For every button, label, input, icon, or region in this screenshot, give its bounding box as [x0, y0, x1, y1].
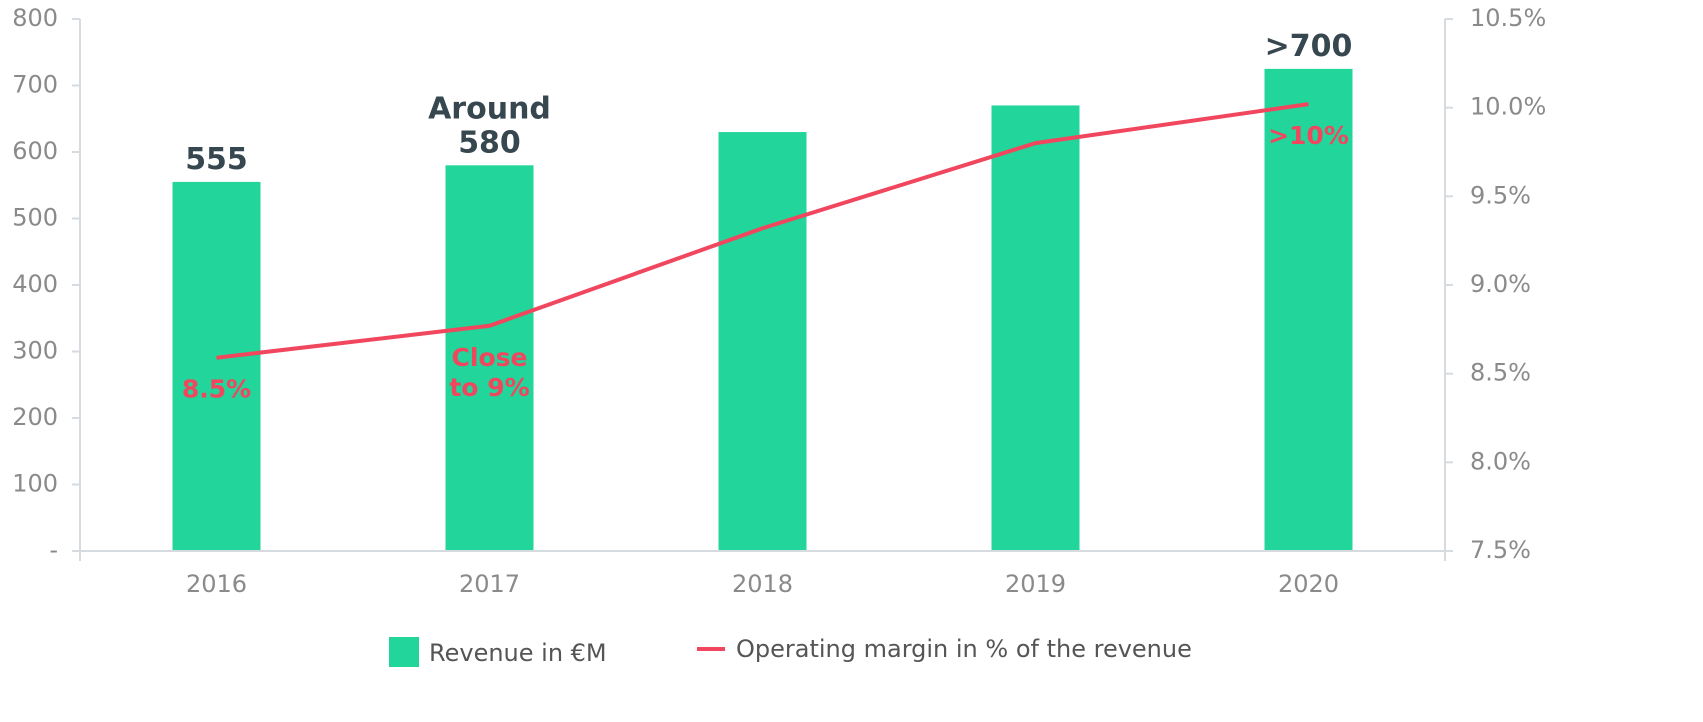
y2-tick-label: 8.0%	[1470, 447, 1531, 475]
bar	[991, 105, 1080, 551]
y-tick-label: 500	[12, 204, 58, 232]
data-label-line: 8.5%	[182, 375, 251, 404]
data-label-line: >10%	[1268, 121, 1349, 150]
data-label-line: Close	[452, 343, 528, 372]
y-tick-label: 700	[12, 71, 58, 99]
data-label: >10%	[1268, 121, 1349, 150]
y2-tick-label: 8.5%	[1470, 359, 1531, 387]
data-label-line: Around	[428, 91, 551, 126]
bar	[172, 181, 261, 552]
y-tick-label: 300	[12, 337, 58, 365]
data-label: Close to 9%	[449, 343, 529, 402]
x-tick-label: 2016	[186, 570, 247, 598]
legend-swatch	[389, 637, 419, 667]
y2-tick-label: 9.0%	[1470, 270, 1531, 298]
x-tick-label: 2019	[1005, 570, 1066, 598]
x-tick-label: 2020	[1278, 570, 1339, 598]
data-label: 555	[185, 141, 248, 176]
data-label-line: 580	[458, 125, 521, 160]
bar	[1264, 68, 1353, 551]
line	[216, 102, 1309, 360]
y-tick-label: -	[49, 536, 58, 564]
legend-label: Revenue in €M	[429, 639, 607, 667]
y-tick-label: 800	[12, 4, 58, 32]
y2-tick-label: 7.5%	[1470, 536, 1531, 564]
y-tick-label: 400	[12, 270, 58, 298]
data-label-line: to 9%	[449, 373, 529, 402]
y-tick-label: 100	[12, 470, 58, 498]
y2-tick-label: 9.5%	[1470, 181, 1531, 209]
y2-tick-label: 10.0%	[1470, 93, 1546, 121]
data-label: >700	[1265, 28, 1353, 63]
data-label: 8.5%	[182, 375, 251, 404]
data-label: Around 580	[428, 91, 551, 160]
x-tick-label: 2017	[459, 570, 520, 598]
legend-label: Operating margin in % of the revenue	[736, 635, 1192, 663]
y2-tick-label: 10.5%	[1470, 4, 1546, 32]
data-label-line: 555	[185, 141, 248, 176]
y-tick-label: 600	[12, 137, 58, 165]
bar	[445, 165, 534, 552]
data-label-line: >700	[1265, 28, 1353, 63]
x-tick-label: 2018	[732, 570, 793, 598]
bar	[718, 132, 807, 552]
y-tick-label: 200	[12, 403, 58, 431]
